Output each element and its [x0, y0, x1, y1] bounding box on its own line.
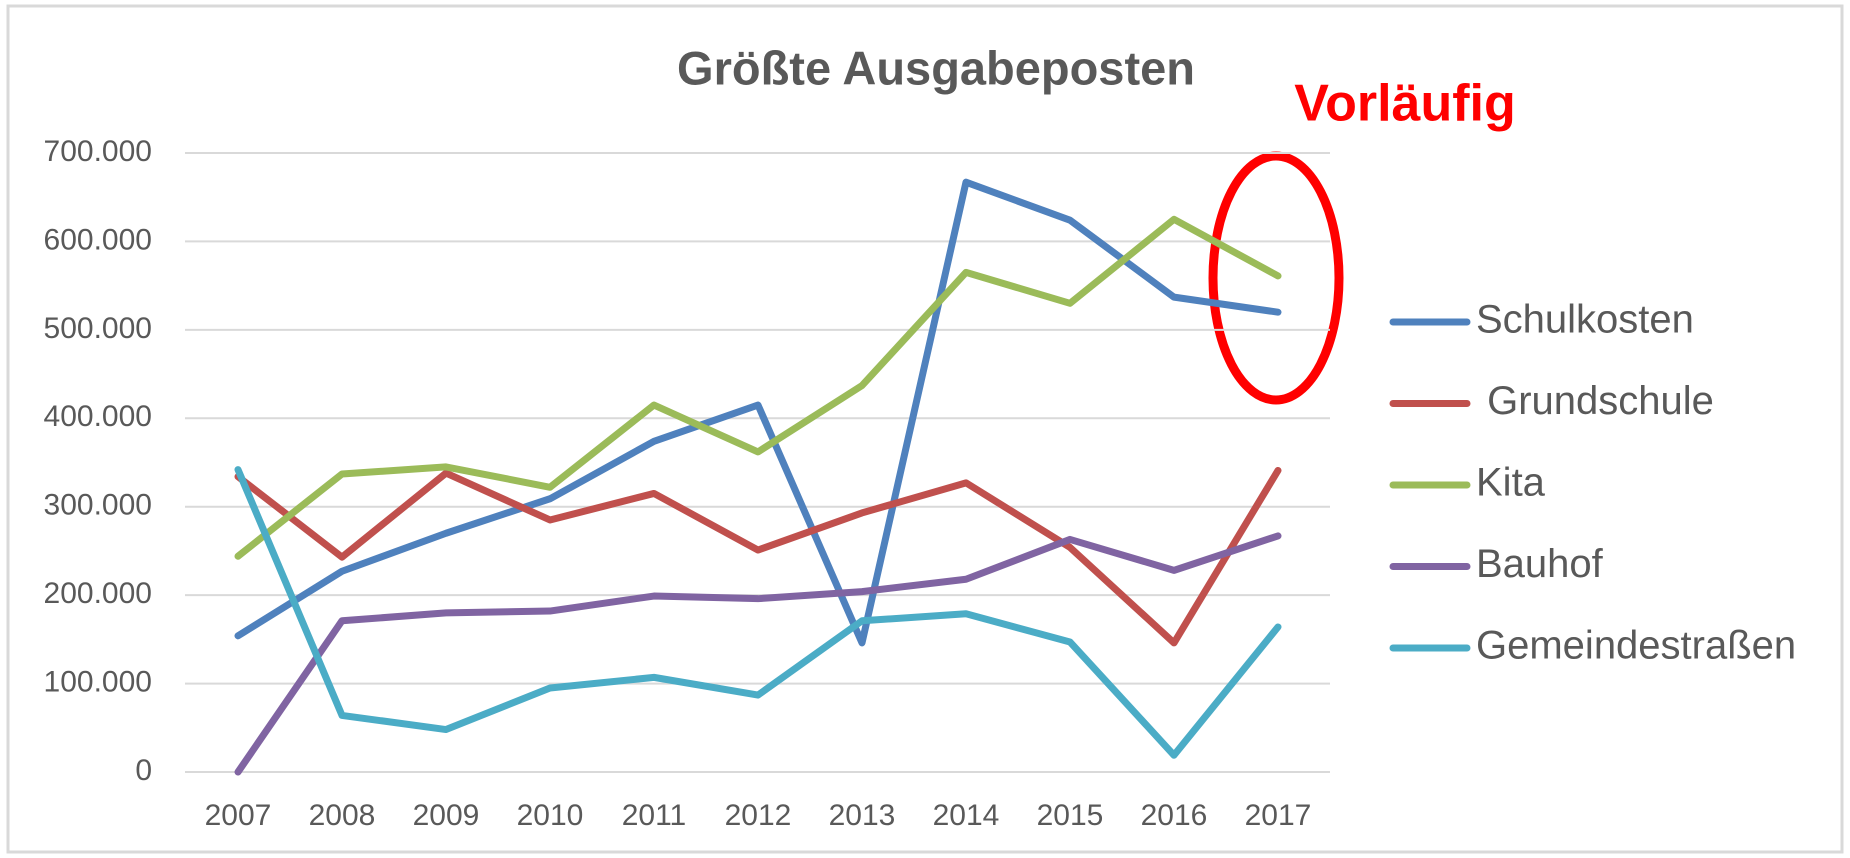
x-tick-label: 2007: [205, 799, 272, 832]
annotation: Vorläufig: [1294, 75, 1515, 133]
y-tick-label: 400.000: [44, 400, 152, 433]
legend-label: Bauhof: [1476, 542, 1604, 586]
x-tick-label: 2015: [1037, 799, 1104, 832]
data-line: [234, 178, 1282, 647]
x-tick-label: 2016: [1141, 799, 1208, 832]
data-line: [234, 466, 1282, 647]
y-tick-label: 700.000: [44, 135, 152, 168]
legend-label: Kita: [1476, 461, 1546, 505]
y-tick-label: 500.000: [44, 312, 152, 345]
y-tick-label: 200.000: [44, 577, 152, 610]
y-tick-label: 600.000: [44, 223, 152, 256]
x-tick-label: 2008: [309, 799, 376, 832]
x-tick-label: 2011: [622, 799, 687, 832]
y-tick-label: 0: [135, 754, 152, 787]
legend-label: Grundschule: [1476, 379, 1714, 423]
legend-label: Schulkosten: [1476, 298, 1694, 342]
data-line: [234, 466, 1282, 759]
x-tick-label: 2017: [1245, 799, 1312, 832]
data-line: [234, 215, 1282, 560]
x-tick-label: 2012: [725, 799, 792, 832]
x-tick-label: 2014: [933, 799, 1000, 832]
chart-title: Größte Ausgabeposten: [677, 41, 1195, 94]
chart-frame: [6, 4, 1844, 854]
y-tick-label: 100.000: [44, 665, 152, 698]
data-line: [234, 532, 1282, 776]
x-tick-label: 2013: [829, 799, 896, 832]
y-tick-label: 300.000: [44, 489, 152, 522]
highlight-ellipse: [1208, 151, 1344, 405]
x-tick-label: 2010: [517, 799, 584, 832]
x-tick-label: 2009: [413, 799, 480, 832]
legend-label: Gemeindestraßen: [1476, 624, 1796, 668]
